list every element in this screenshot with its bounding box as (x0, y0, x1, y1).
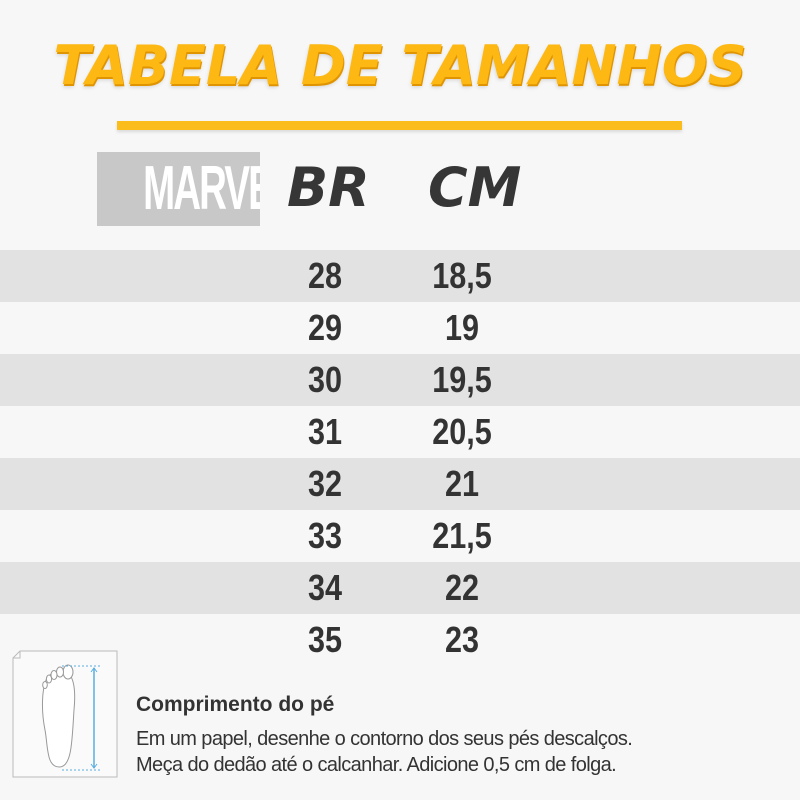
footer-heading: Comprimento do pé (136, 693, 335, 716)
table-row: 31 20,5 (0, 406, 800, 458)
cell-br: 33 (307, 515, 343, 556)
table-row: 28 18,5 (0, 250, 800, 302)
cell-br: 34 (307, 567, 343, 608)
table-row: 29 19 (0, 302, 800, 354)
table-row: 34 22 (0, 562, 800, 614)
cell-cm: 19,5 (432, 359, 492, 400)
cell-br: 31 (307, 411, 343, 452)
footer-instruction-1: Em um papel, desenhe o contorno dos seus… (136, 728, 633, 750)
footer-instruction-2: Meça do dedão até o calcanhar. Adicione … (136, 754, 617, 776)
marvel-logo: MARVEL (97, 152, 260, 226)
cell-br: 30 (307, 359, 343, 400)
table-row: 32 21 (0, 458, 800, 510)
cell-cm: 22 (444, 567, 480, 608)
cell-br: 29 (307, 307, 343, 348)
cell-cm: 23 (444, 619, 480, 660)
page-title: TABELA DE TAMANHOS (53, 34, 747, 97)
title-underline (117, 121, 682, 130)
cell-br: 32 (307, 463, 343, 504)
cell-cm: 21,5 (432, 515, 492, 556)
table-row: 35 23 (0, 614, 800, 666)
cell-br: 28 (307, 255, 343, 296)
cell-cm: 20,5 (432, 411, 492, 452)
table-row: 33 21,5 (0, 510, 800, 562)
cell-cm: 18,5 (432, 255, 492, 296)
cell-cm: 21 (444, 463, 480, 504)
table-row: 30 19,5 (0, 354, 800, 406)
cell-br: 35 (307, 619, 343, 660)
cell-cm: 19 (444, 307, 480, 348)
header-cm: CM (428, 156, 522, 219)
header-br: BR (287, 156, 370, 219)
foot-measure-icon (12, 650, 118, 778)
